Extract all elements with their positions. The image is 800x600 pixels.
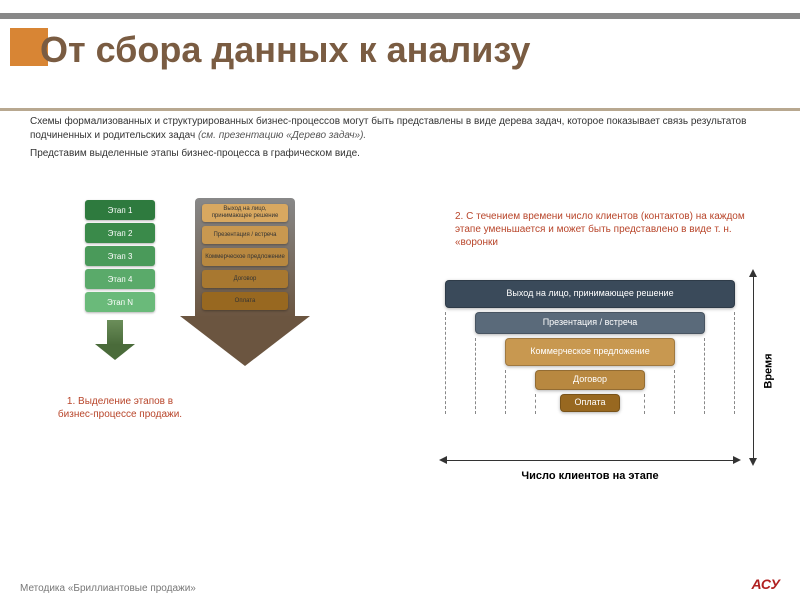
- big-arrow: Выход на лицо, принимающее решение Презен…: [180, 198, 310, 368]
- down-arrow-icon: [95, 320, 135, 360]
- x-axis-label: Число клиентов на этапе: [445, 470, 735, 482]
- intro-line2: Представим выделенные этапы бизнес-проце…: [30, 147, 360, 161]
- arrow-stage-box: Коммерческое предложение: [202, 248, 288, 266]
- page-title: От сбора данных к анализу: [40, 30, 530, 70]
- y-axis: [753, 275, 754, 460]
- stage-box: Этап 1: [85, 200, 155, 220]
- funnel-level: Договор: [535, 370, 645, 390]
- footer-text: Методика «Бриллиантовые продажи»: [20, 583, 196, 594]
- stage-box: Этап N: [85, 292, 155, 312]
- intro-text: Схемы формализованных и структурированны…: [30, 115, 770, 161]
- funnel-chart: Выход на лицо, принимающее решение Презен…: [445, 280, 735, 460]
- arrow-stage-box: Выход на лицо, принимающее решение: [202, 204, 288, 222]
- y-axis-label: Время: [763, 353, 775, 388]
- stage-box: Этап 4: [85, 269, 155, 289]
- funnel-level: Оплата: [560, 394, 620, 412]
- x-axis: [445, 460, 735, 461]
- arrow-stage-box: Презентация / встреча: [202, 226, 288, 244]
- intro-italic: (см. презентацию «Дерево задач»).: [198, 130, 366, 141]
- funnel-level: Выход на лицо, принимающее решение: [445, 280, 735, 308]
- top-bar: [0, 13, 800, 19]
- stage-list: Этап 1 Этап 2 Этап 3 Этап 4 Этап N: [85, 200, 155, 315]
- arrow-stage-box: Договор: [202, 270, 288, 288]
- intro-line1: Схемы формализованных и структурированны…: [30, 116, 746, 141]
- caption-1: 1. Выделение этапов в бизнес-процессе пр…: [55, 395, 185, 421]
- arrow-stage-box: Оплата: [202, 292, 288, 310]
- divider: [0, 108, 800, 111]
- stage-box: Этап 2: [85, 223, 155, 243]
- stage-box: Этап 3: [85, 246, 155, 266]
- logo: АСУ: [752, 576, 780, 592]
- funnel-level: Коммерческое предложение: [505, 338, 675, 366]
- funnel-level: Презентация / встреча: [475, 312, 705, 334]
- caption-2: 2. С течением времени число клиентов (ко…: [455, 210, 745, 249]
